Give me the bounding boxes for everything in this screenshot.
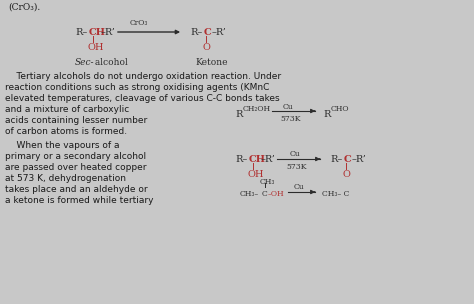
Text: of carbon atoms is formed.: of carbon atoms is formed. xyxy=(5,127,127,136)
Text: (CrO₃).: (CrO₃). xyxy=(8,3,40,12)
Text: R: R xyxy=(235,110,242,119)
Text: and a mixture of carboxylic: and a mixture of carboxylic xyxy=(5,105,129,114)
Text: Ketone: Ketone xyxy=(195,58,228,67)
Text: CH₂OH: CH₂OH xyxy=(243,105,271,113)
Text: takes place and an aldehyde or: takes place and an aldehyde or xyxy=(5,185,147,194)
Text: CH₃–: CH₃– xyxy=(240,190,259,198)
Text: Sec-: Sec- xyxy=(75,58,94,67)
Text: CHO: CHO xyxy=(331,105,349,113)
Text: acids containing lesser number: acids containing lesser number xyxy=(5,116,147,125)
Text: C: C xyxy=(262,190,268,198)
Text: R–: R– xyxy=(235,155,247,164)
Text: at 573 K, dehydrogenation: at 573 K, dehydrogenation xyxy=(5,174,126,183)
Text: are passed over heated copper: are passed over heated copper xyxy=(5,163,146,172)
Text: –R’: –R’ xyxy=(212,28,227,37)
Text: R–: R– xyxy=(75,28,87,37)
Text: –R’: –R’ xyxy=(352,155,367,164)
Text: Cu: Cu xyxy=(294,183,305,191)
Text: When the vapours of a: When the vapours of a xyxy=(5,141,119,150)
Text: R–: R– xyxy=(190,28,202,37)
Text: CH₃– C: CH₃– C xyxy=(322,190,349,198)
Text: Cu: Cu xyxy=(290,150,301,158)
Text: R: R xyxy=(323,110,330,119)
Text: –OH: –OH xyxy=(268,190,284,198)
Text: CH₃: CH₃ xyxy=(260,178,275,186)
Text: primary or a secondary alcohol: primary or a secondary alcohol xyxy=(5,152,146,161)
Text: OH: OH xyxy=(248,170,264,179)
Text: O: O xyxy=(343,170,351,179)
Text: –R’: –R’ xyxy=(261,155,276,164)
Text: CH: CH xyxy=(249,155,266,164)
Text: C: C xyxy=(204,28,212,37)
Text: C: C xyxy=(344,155,352,164)
Text: CrO₃: CrO₃ xyxy=(130,19,148,27)
Text: CH: CH xyxy=(89,28,106,37)
Text: Cu: Cu xyxy=(283,103,293,111)
Text: a ketone is formed while tertiary: a ketone is formed while tertiary xyxy=(5,196,154,205)
Text: OH: OH xyxy=(88,43,104,52)
Text: R–: R– xyxy=(330,155,342,164)
Text: reaction conditions such as strong oxidising agents (KMnC: reaction conditions such as strong oxidi… xyxy=(5,83,269,92)
Text: Tertiary alcohols do not undergo oxidation reaction. Under: Tertiary alcohols do not undergo oxidati… xyxy=(5,72,281,81)
Text: 573K: 573K xyxy=(286,163,307,171)
Text: elevated temperatures, cleavage of various C-C bonds takes: elevated temperatures, cleavage of vario… xyxy=(5,94,280,103)
Text: O: O xyxy=(203,43,211,52)
Text: alcohol: alcohol xyxy=(92,58,128,67)
Text: –R’: –R’ xyxy=(101,28,116,37)
Text: 573K: 573K xyxy=(280,115,301,123)
